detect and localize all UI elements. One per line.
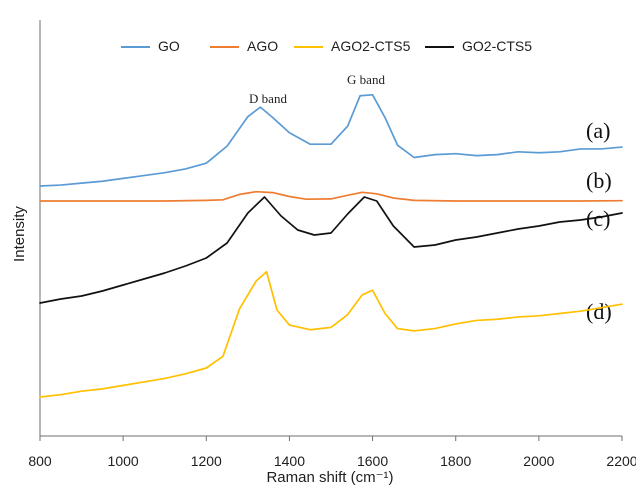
legend-label-ago2-cts5: AGO2-CTS5	[331, 38, 411, 54]
curve-label-b: (b)	[586, 168, 612, 193]
legend-label-ago: AGO	[247, 38, 278, 54]
annotation-d-band: D band	[249, 91, 287, 106]
curve-label-a: (a)	[586, 118, 610, 143]
tick-layer: 800 1000 1200 1400 1600 1800 2000 2200	[28, 436, 636, 469]
legend-label-go2-cts5: GO2-CTS5	[462, 38, 532, 54]
curve-label-d: (d)	[586, 299, 612, 324]
series-go2-cts5-line	[39, 196, 623, 304]
x-tick-label-1800: 1800	[440, 453, 471, 469]
x-tick-label-2000: 2000	[523, 453, 554, 469]
series-go-line	[39, 93, 623, 187]
series-ago2-cts5-line	[39, 270, 623, 398]
x-tick-label-1400: 1400	[274, 453, 305, 469]
annotation-g-band: G band	[347, 72, 385, 87]
x-axis-title: Raman shift (cm⁻¹)	[266, 469, 393, 486]
x-tick-label-1600: 1600	[357, 453, 388, 469]
y-axis-title: Intensity	[11, 206, 28, 262]
x-tick-label-800: 800	[28, 453, 52, 469]
x-tick-label-1000: 1000	[108, 453, 139, 469]
series-ago-line	[39, 190, 623, 202]
x-tick-label-1200: 1200	[191, 453, 222, 469]
legend-label-go: GO	[158, 38, 180, 54]
series-layer	[39, 93, 623, 398]
x-tick-label-2200: 2200	[606, 453, 636, 469]
